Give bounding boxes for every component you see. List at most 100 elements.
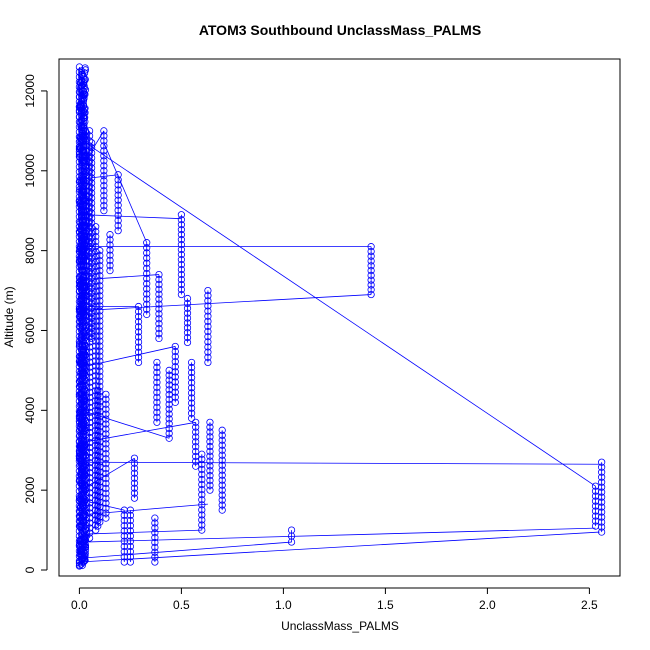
data-point	[92, 526, 100, 534]
data-point	[81, 311, 90, 320]
data-point	[102, 489, 110, 497]
data-point	[81, 192, 90, 200]
data-point	[218, 431, 226, 439]
data-point	[367, 290, 375, 299]
data-point	[102, 484, 110, 493]
data-point	[198, 526, 206, 534]
data-point	[96, 302, 104, 310]
data-point	[126, 558, 134, 566]
data-point	[88, 209, 96, 217]
x-tick-label: 1.5	[377, 598, 394, 612]
data-point	[92, 327, 100, 335]
data-point	[88, 219, 96, 227]
data-point	[204, 328, 212, 336]
data-point	[218, 456, 226, 464]
data-point	[77, 460, 86, 469]
data-point	[204, 297, 212, 305]
data-point	[92, 412, 100, 420]
data-point	[86, 509, 94, 517]
data-point	[92, 282, 100, 290]
data-point	[198, 511, 206, 519]
data-point	[126, 527, 134, 535]
data-point	[143, 244, 151, 252]
data-point	[92, 441, 100, 450]
data-point	[204, 307, 212, 315]
data-point	[96, 322, 104, 330]
data-point	[192, 438, 200, 446]
y-tick-label: 2000	[23, 476, 37, 503]
data-point	[198, 521, 206, 529]
data-point	[151, 534, 159, 542]
data-point	[81, 182, 90, 190]
data-point	[165, 429, 173, 438]
data-point	[177, 280, 185, 289]
x-tick-label: 1.0	[275, 598, 292, 612]
data-point	[81, 167, 90, 175]
data-point	[102, 494, 110, 502]
data-point	[92, 297, 100, 305]
data-point	[75, 63, 84, 71]
data-point	[96, 282, 104, 290]
data-point	[92, 322, 100, 330]
data-point	[92, 427, 100, 435]
y-tick-label: 6000	[23, 317, 37, 344]
y-tick-label: 12000	[23, 74, 37, 108]
data-point	[188, 414, 196, 422]
data-point	[77, 480, 86, 488]
data-point	[206, 438, 214, 446]
y-tick-label: 8000	[23, 237, 37, 264]
data-point	[171, 358, 179, 366]
data-point	[96, 287, 104, 295]
data-point	[367, 266, 375, 275]
data-point	[96, 357, 104, 365]
x-tick-label: 2.0	[479, 598, 496, 612]
data-point	[143, 269, 151, 278]
data-point	[126, 542, 134, 551]
data-point	[100, 152, 108, 160]
data-point	[204, 322, 212, 331]
data-point	[218, 471, 226, 479]
data-point	[183, 294, 192, 303]
data-point	[102, 395, 110, 403]
data-point	[100, 172, 108, 180]
data-point	[92, 257, 100, 266]
data-point	[155, 285, 163, 293]
data-point	[96, 327, 104, 335]
data-point	[77, 306, 86, 314]
data-point	[88, 214, 96, 222]
data-point	[153, 398, 161, 406]
y-axis-label: Altitude (m)	[2, 286, 16, 347]
data-point	[143, 249, 151, 257]
data-point	[155, 295, 163, 303]
data-point	[198, 465, 206, 474]
data-point	[188, 394, 196, 402]
data-point	[114, 186, 122, 194]
data-point	[102, 400, 110, 408]
y-tick-label: 0	[23, 566, 37, 573]
data-point	[206, 418, 214, 426]
data-point	[177, 251, 185, 259]
data-point	[100, 187, 108, 195]
data-point	[79, 97, 88, 105]
data-point	[367, 257, 375, 265]
data-point	[86, 137, 94, 145]
data-point	[177, 275, 185, 284]
data-point	[598, 493, 606, 501]
data-point	[88, 199, 96, 207]
data-point	[218, 481, 226, 489]
data-point	[88, 194, 96, 202]
series-connector-line	[79, 531, 600, 563]
data-point	[165, 391, 173, 399]
data-point	[96, 372, 104, 380]
data-point	[598, 523, 606, 531]
data-point	[81, 232, 90, 240]
data-point	[218, 446, 226, 454]
data-point	[77, 286, 86, 294]
data-point	[94, 522, 102, 530]
data-point	[114, 181, 122, 189]
data-point	[143, 305, 151, 313]
data-point	[188, 368, 196, 377]
data-point	[77, 291, 86, 299]
data-point	[102, 514, 110, 522]
